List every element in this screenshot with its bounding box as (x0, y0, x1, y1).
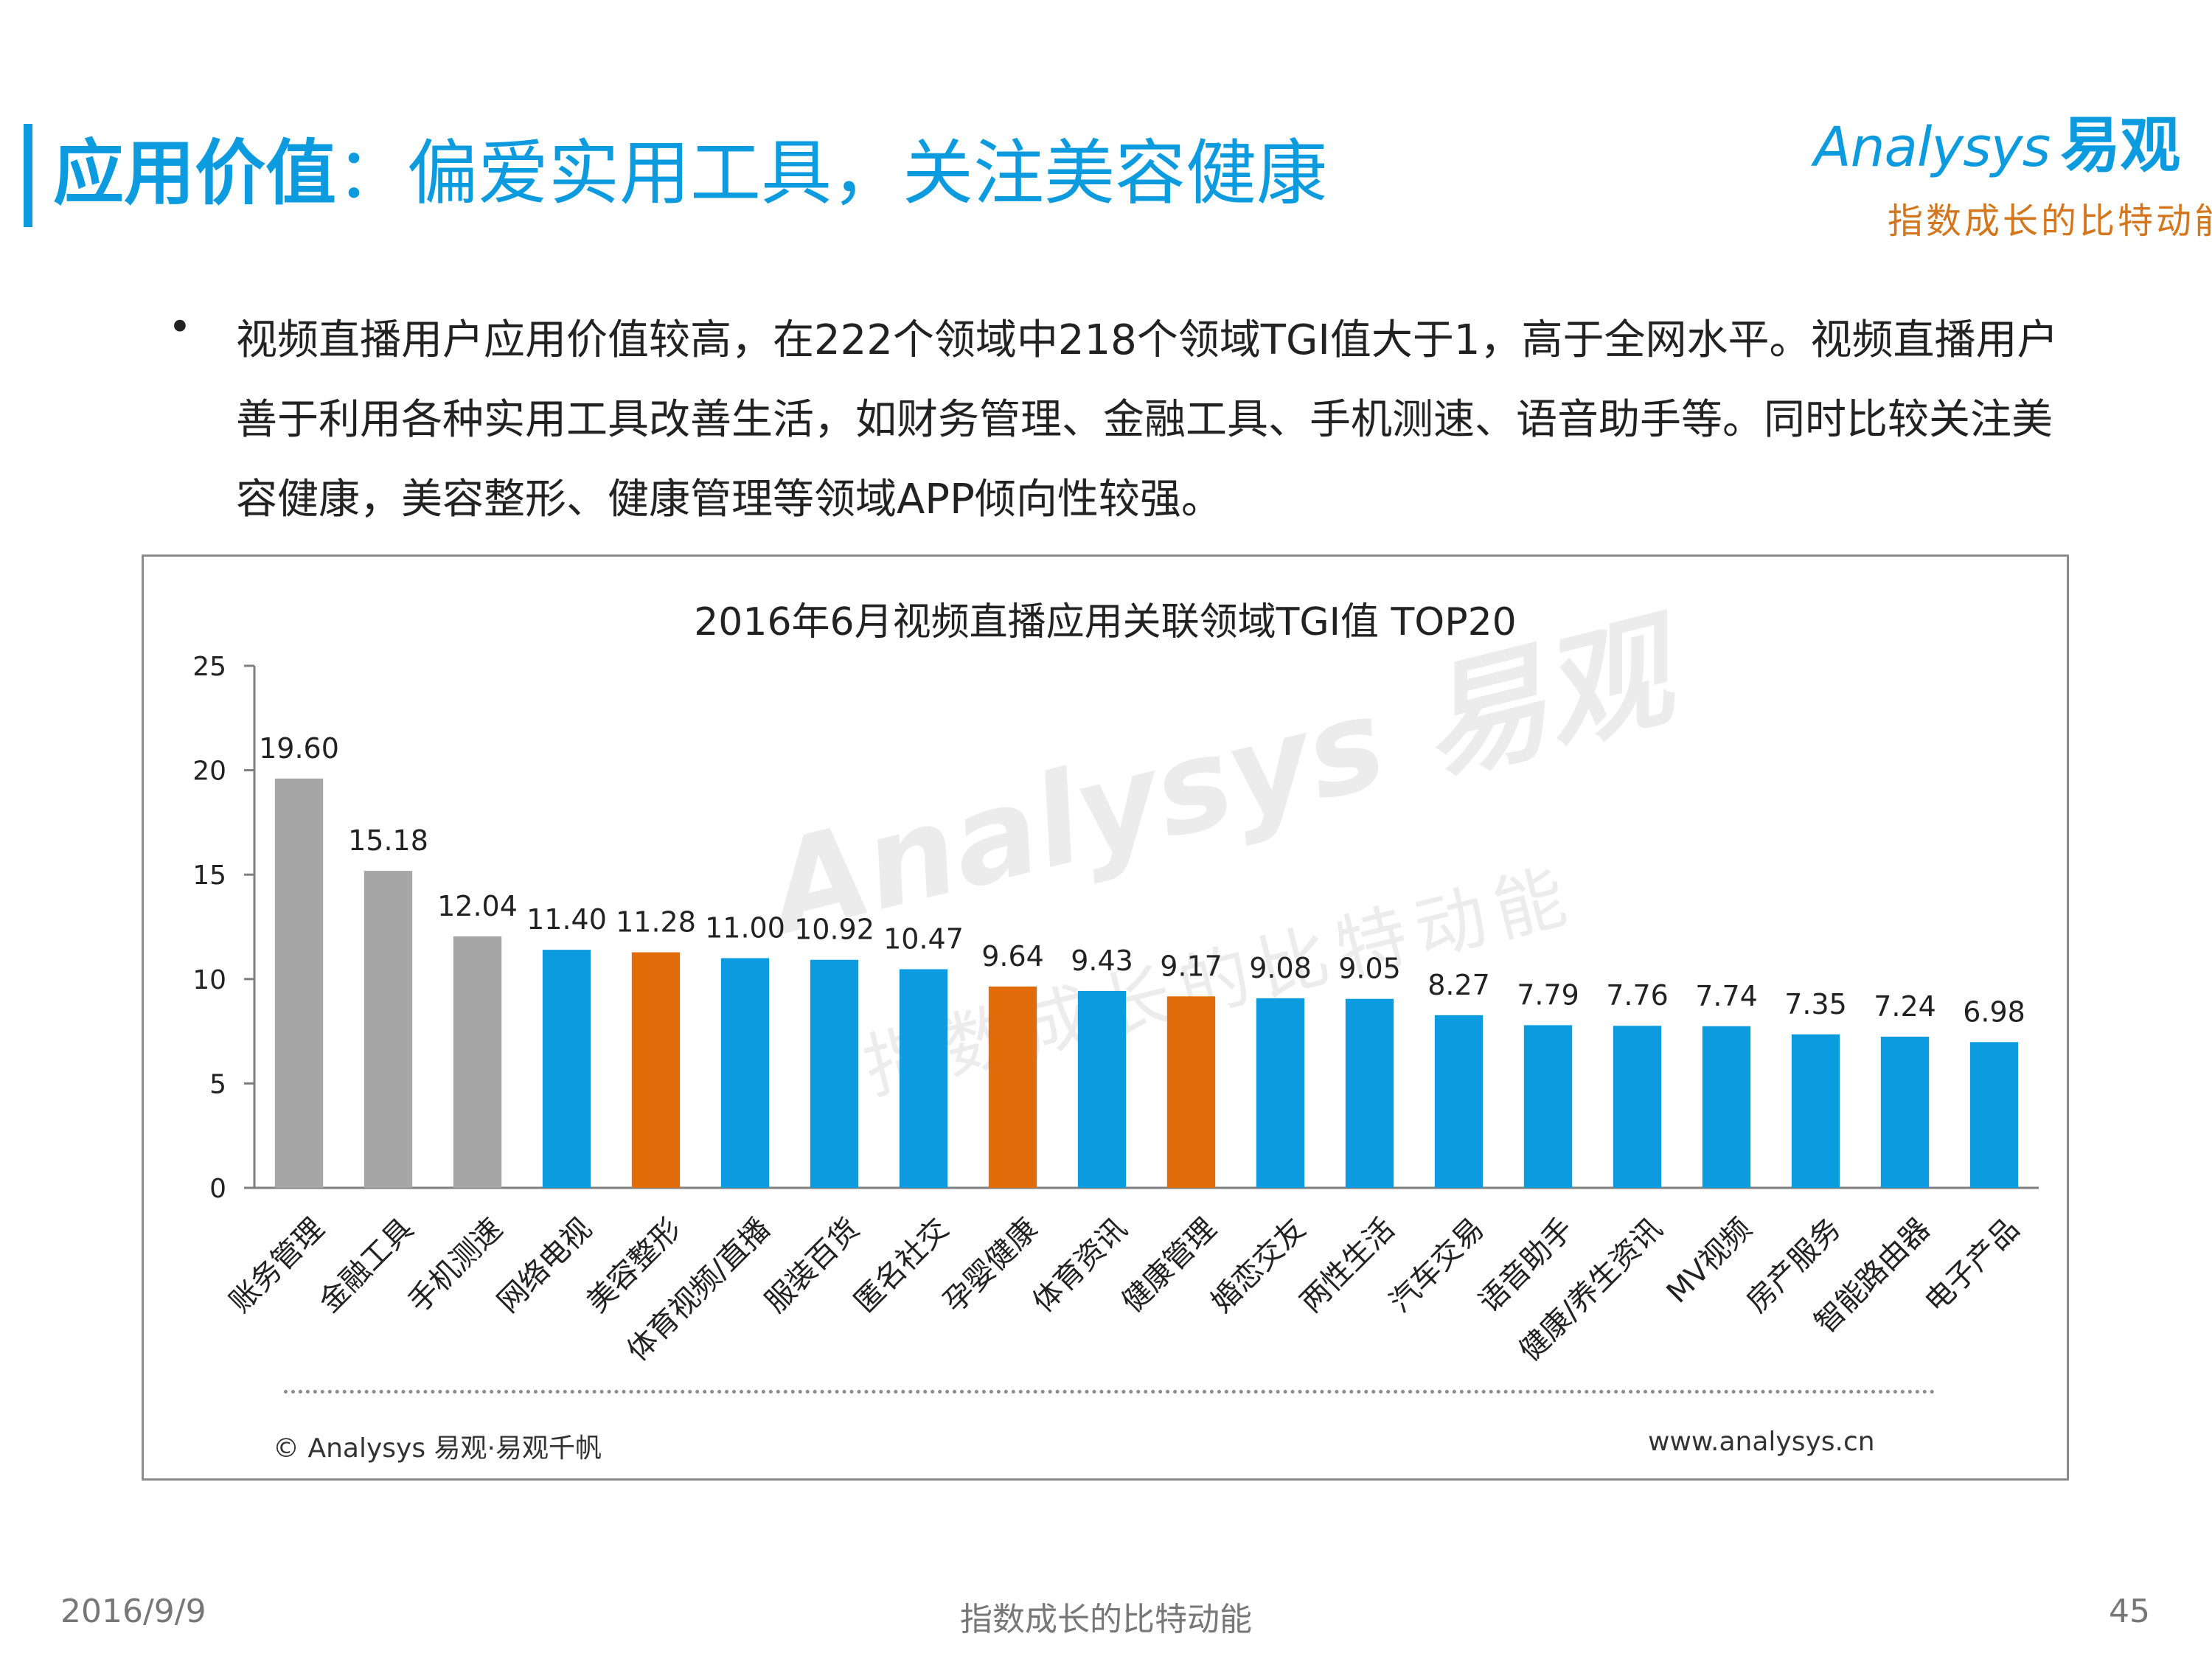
x-tick-label: 孕婴健康 (937, 1212, 1045, 1320)
footer-date: 2016/9/9 (60, 1593, 206, 1630)
bar-value-label: 7.76 (1606, 979, 1669, 1012)
logo-brand-en: Analysys (1814, 116, 2051, 179)
bar-value-label: 7.74 (1695, 980, 1758, 1012)
x-tick-label: 服装百货 (759, 1212, 866, 1320)
bar-value-label: 12.04 (437, 890, 518, 922)
bar (1880, 1036, 1930, 1188)
logo-brand: Analysys 易观 (1814, 96, 2180, 184)
bar (1613, 1026, 1662, 1188)
x-tick-label: 手机测速 (402, 1212, 509, 1320)
bar (1969, 1042, 2019, 1188)
page-title-rest: ：偏爱实用工具，关注美容健康 (336, 132, 1327, 215)
page-number: 45 (2109, 1593, 2150, 1630)
page-title: 应用价值：偏爱实用工具，关注美容健康 (53, 125, 1327, 221)
bar (274, 778, 324, 1188)
bar-value-label: 19.60 (259, 732, 339, 765)
x-tick-label: 金融工具 (313, 1212, 420, 1320)
x-tick-label: 电子产品 (1919, 1212, 2026, 1320)
page-title-bold: 应用价值 (53, 132, 336, 215)
x-tick-label: 账务管理 (223, 1212, 331, 1320)
bar (988, 986, 1037, 1188)
bar (720, 958, 770, 1188)
x-tick-label: 健康管理 (1116, 1212, 1223, 1320)
y-tick-label: 5 (209, 1069, 226, 1099)
bar-value-label: 7.35 (1784, 988, 1847, 1020)
bar-value-label: 7.24 (1874, 990, 1936, 1023)
bar (453, 936, 502, 1188)
bar-value-label: 9.05 (1338, 953, 1401, 985)
bar (899, 969, 948, 1188)
bar (1345, 998, 1394, 1188)
bar (542, 950, 591, 1188)
bar-chart: 0 5 10 15 20 25 19.60 账务管理 15.18 金融工具 12.04 手机测速 11.… (192, 652, 2039, 1368)
chart-url: www.analysys.cn (1648, 1427, 1875, 1457)
chart-frame: Analysys 易观 指数成长的比特动能 2016年6月视频直播应用关联领域T… (142, 554, 2069, 1481)
bar (1791, 1034, 1840, 1188)
title-accent-bar (24, 124, 32, 227)
bar-value-label: 9.17 (1160, 950, 1222, 982)
bar-value-label: 6.98 (1963, 995, 2025, 1028)
x-tick-label: 婚恋交友 (1205, 1212, 1312, 1320)
y-tick-label: 15 (192, 860, 226, 891)
x-tick-label: 汽车交易 (1383, 1212, 1491, 1320)
chart-source: © Analysys 易观·易观千帆 (273, 1433, 602, 1464)
bar-value-label: 11.40 (526, 903, 607, 936)
bar (1166, 996, 1216, 1188)
bar (1523, 1025, 1573, 1188)
bar (631, 952, 681, 1188)
bar-value-label: 11.00 (705, 911, 785, 944)
bar-value-label: 9.08 (1249, 952, 1312, 984)
y-tick-label: 0 (209, 1174, 226, 1204)
x-tick-label: 匿名社交 (848, 1212, 956, 1320)
bar (810, 959, 859, 1188)
bar-value-label: 9.64 (981, 940, 1044, 973)
x-tick-label: 体育资讯 (1026, 1212, 1134, 1320)
logo-brand-cn: 易观 (2060, 111, 2180, 181)
bullet-text: 视频直播用户应用价值较高，在222个领域中218个领域TGI值大于1，高于全网水… (236, 316, 2059, 524)
bullet-dot-icon: • (168, 304, 192, 350)
x-tick-label: 网络电视 (491, 1212, 599, 1320)
y-tick-label: 25 (192, 652, 226, 682)
bar (1256, 998, 1305, 1188)
footer-slogan: 指数成长的比特动能 (960, 1601, 1252, 1638)
bar-value-label: 10.92 (794, 914, 874, 946)
chart-title: 2016年6月视频直播应用关联领域TGI值 TOP20 (694, 600, 1517, 644)
bar-value-label: 11.28 (616, 906, 696, 939)
y-tick-label: 20 (192, 757, 226, 787)
x-tick-label: 两性生活 (1294, 1212, 1402, 1320)
bar (1702, 1026, 1751, 1188)
bar-value-label: 15.18 (348, 824, 428, 857)
y-tick-label: 10 (192, 965, 226, 995)
bar (1434, 1015, 1484, 1188)
bar (1077, 990, 1127, 1188)
logo-slogan: 指数成长的比特动能 (1888, 201, 2212, 242)
chart-divider (284, 1390, 1935, 1394)
bar-value-label: 7.79 (1517, 978, 1579, 1011)
bar-value-label: 8.27 (1427, 969, 1490, 1001)
bar-value-label: 10.47 (883, 922, 964, 955)
analysys-logo: Analysys 易观 指数成长的比特动能 (1814, 96, 2212, 251)
bar (364, 871, 413, 1188)
bar-value-label: 9.43 (1071, 945, 1133, 977)
